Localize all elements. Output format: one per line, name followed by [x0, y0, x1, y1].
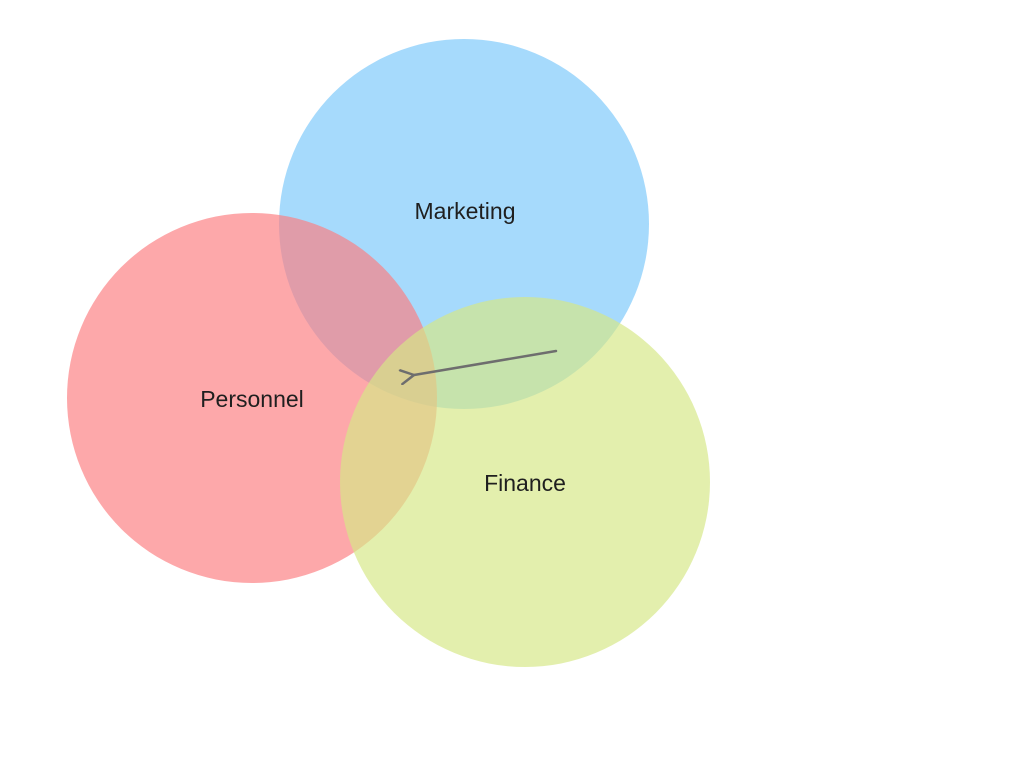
finance-label: Finance [484, 470, 566, 496]
finance-circle [340, 297, 710, 667]
annotation-arrow [414, 349, 558, 375]
personnel-label: Personnel [200, 386, 304, 412]
marketing-label: Marketing [415, 198, 516, 224]
